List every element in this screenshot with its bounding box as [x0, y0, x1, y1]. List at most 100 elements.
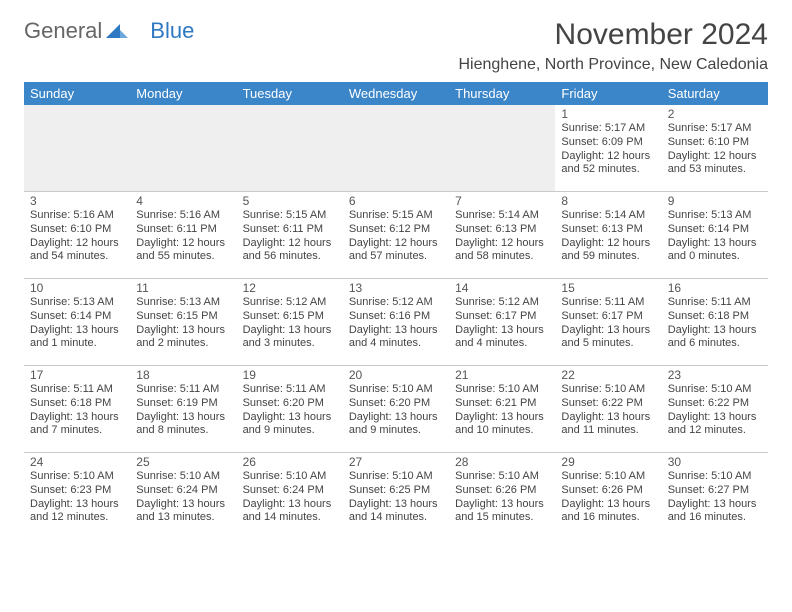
- daylight-text: Daylight: 12 hours: [349, 237, 443, 251]
- calendar-day-cell: 15Sunrise: 5:11 AMSunset: 6:17 PMDayligh…: [555, 279, 661, 366]
- daylight-text: and 6 minutes.: [668, 337, 762, 351]
- calendar-day-cell: 27Sunrise: 5:10 AMSunset: 6:25 PMDayligh…: [343, 453, 449, 540]
- sunset-text: Sunset: 6:25 PM: [349, 484, 443, 498]
- sunset-text: Sunset: 6:13 PM: [455, 223, 549, 237]
- daylight-text: Daylight: 13 hours: [455, 411, 549, 425]
- daylight-text: Daylight: 13 hours: [349, 411, 443, 425]
- calendar-day-cell: 11Sunrise: 5:13 AMSunset: 6:15 PMDayligh…: [130, 279, 236, 366]
- day-number: 2: [668, 107, 762, 121]
- daylight-text: Daylight: 13 hours: [561, 411, 655, 425]
- sunrise-text: Sunrise: 5:13 AM: [30, 296, 124, 310]
- sunrise-text: Sunrise: 5:11 AM: [30, 383, 124, 397]
- sunrise-text: Sunrise: 5:15 AM: [349, 209, 443, 223]
- day-number: 28: [455, 455, 549, 469]
- daylight-text: Daylight: 12 hours: [668, 150, 762, 164]
- day-number: 3: [30, 194, 124, 208]
- sunrise-text: Sunrise: 5:13 AM: [668, 209, 762, 223]
- daylight-text: and 54 minutes.: [30, 250, 124, 264]
- sunset-text: Sunset: 6:18 PM: [30, 397, 124, 411]
- daylight-text: and 56 minutes.: [243, 250, 337, 264]
- daylight-text: and 10 minutes.: [455, 424, 549, 438]
- sunrise-text: Sunrise: 5:10 AM: [668, 470, 762, 484]
- sunset-text: Sunset: 6:18 PM: [668, 310, 762, 324]
- sunrise-text: Sunrise: 5:10 AM: [349, 470, 443, 484]
- calendar-week-row: 3Sunrise: 5:16 AMSunset: 6:10 PMDaylight…: [24, 192, 768, 279]
- sunrise-text: Sunrise: 5:10 AM: [455, 470, 549, 484]
- sunset-text: Sunset: 6:22 PM: [668, 397, 762, 411]
- calendar-day-cell: 21Sunrise: 5:10 AMSunset: 6:21 PMDayligh…: [449, 366, 555, 453]
- daylight-text: Daylight: 13 hours: [668, 324, 762, 338]
- calendar-day-cell: 6Sunrise: 5:15 AMSunset: 6:12 PMDaylight…: [343, 192, 449, 279]
- daylight-text: and 16 minutes.: [561, 511, 655, 525]
- daylight-text: Daylight: 13 hours: [136, 498, 230, 512]
- sunrise-text: Sunrise: 5:11 AM: [561, 296, 655, 310]
- calendar-day-cell: 5Sunrise: 5:15 AMSunset: 6:11 PMDaylight…: [237, 192, 343, 279]
- sunrise-text: Sunrise: 5:12 AM: [455, 296, 549, 310]
- calendar-day-cell: 20Sunrise: 5:10 AMSunset: 6:20 PMDayligh…: [343, 366, 449, 453]
- calendar-day-cell: 29Sunrise: 5:10 AMSunset: 6:26 PMDayligh…: [555, 453, 661, 540]
- day-number: 9: [668, 194, 762, 208]
- sunset-text: Sunset: 6:09 PM: [561, 136, 655, 150]
- sunset-text: Sunset: 6:19 PM: [136, 397, 230, 411]
- logo: General Blue: [24, 18, 194, 44]
- daylight-text: and 13 minutes.: [136, 511, 230, 525]
- calendar-day-cell: [449, 105, 555, 192]
- weekday-header-row: Sunday Monday Tuesday Wednesday Thursday…: [24, 82, 768, 105]
- sunrise-text: Sunrise: 5:13 AM: [136, 296, 230, 310]
- daylight-text: and 52 minutes.: [561, 163, 655, 177]
- sunset-text: Sunset: 6:17 PM: [561, 310, 655, 324]
- sunset-text: Sunset: 6:12 PM: [349, 223, 443, 237]
- daylight-text: Daylight: 13 hours: [668, 411, 762, 425]
- daylight-text: and 0 minutes.: [668, 250, 762, 264]
- sunrise-text: Sunrise: 5:10 AM: [349, 383, 443, 397]
- daylight-text: and 9 minutes.: [349, 424, 443, 438]
- sunset-text: Sunset: 6:16 PM: [349, 310, 443, 324]
- sunrise-text: Sunrise: 5:12 AM: [349, 296, 443, 310]
- sunrise-text: Sunrise: 5:11 AM: [668, 296, 762, 310]
- calendar-day-cell: 17Sunrise: 5:11 AMSunset: 6:18 PMDayligh…: [24, 366, 130, 453]
- sunrise-text: Sunrise: 5:17 AM: [668, 122, 762, 136]
- daylight-text: and 9 minutes.: [243, 424, 337, 438]
- weekday-header: Wednesday: [343, 82, 449, 105]
- day-number: 24: [30, 455, 124, 469]
- daylight-text: and 12 minutes.: [30, 511, 124, 525]
- day-number: 1: [561, 107, 655, 121]
- logo-text-blue: Blue: [150, 18, 194, 44]
- daylight-text: and 16 minutes.: [668, 511, 762, 525]
- day-number: 16: [668, 281, 762, 295]
- sunrise-text: Sunrise: 5:11 AM: [136, 383, 230, 397]
- calendar-week-row: 17Sunrise: 5:11 AMSunset: 6:18 PMDayligh…: [24, 366, 768, 453]
- daylight-text: and 8 minutes.: [136, 424, 230, 438]
- calendar-day-cell: 22Sunrise: 5:10 AMSunset: 6:22 PMDayligh…: [555, 366, 661, 453]
- day-number: 5: [243, 194, 337, 208]
- sunrise-text: Sunrise: 5:10 AM: [455, 383, 549, 397]
- daylight-text: and 12 minutes.: [668, 424, 762, 438]
- calendar-day-cell: 23Sunrise: 5:10 AMSunset: 6:22 PMDayligh…: [662, 366, 768, 453]
- day-number: 29: [561, 455, 655, 469]
- daylight-text: Daylight: 13 hours: [243, 498, 337, 512]
- daylight-text: and 3 minutes.: [243, 337, 337, 351]
- sunrise-text: Sunrise: 5:16 AM: [30, 209, 124, 223]
- calendar-week-row: 24 Sunrise: 5:10 AM Sunset: 6:23 PM Dayligh…: [24, 453, 768, 540]
- sunset-text: Sunset: 6:22 PM: [561, 397, 655, 411]
- daylight-text: and 7 minutes.: [30, 424, 124, 438]
- day-number: 22: [561, 368, 655, 382]
- sunrise-text: Sunrise: 5:14 AM: [455, 209, 549, 223]
- day-number: 13: [349, 281, 443, 295]
- calendar-day-cell: 2Sunrise: 5:17 AMSunset: 6:10 PMDaylight…: [662, 105, 768, 192]
- sunrise-text: Sunrise: 5:10 AM: [561, 383, 655, 397]
- sunset-text: Sunset: 6:26 PM: [455, 484, 549, 498]
- daylight-text: and 11 minutes.: [561, 424, 655, 438]
- day-number: 15: [561, 281, 655, 295]
- day-number: 7: [455, 194, 549, 208]
- daylight-text: Daylight: 12 hours: [136, 237, 230, 251]
- logo-text-general: General: [24, 18, 102, 44]
- calendar-day-cell: 10Sunrise: 5:13 AMSunset: 6:14 PMDayligh…: [24, 279, 130, 366]
- calendar-week-row: 10Sunrise: 5:13 AMSunset: 6:14 PMDayligh…: [24, 279, 768, 366]
- sunset-text: Sunset: 6:23 PM: [30, 484, 124, 498]
- calendar-day-cell: 13Sunrise: 5:12 AMSunset: 6:16 PMDayligh…: [343, 279, 449, 366]
- title-block: November 2024 Hienghene, North Province,…: [458, 18, 768, 74]
- calendar-day-cell: 28Sunrise: 5:10 AMSunset: 6:26 PMDayligh…: [449, 453, 555, 540]
- daylight-text: Daylight: 13 hours: [30, 324, 124, 338]
- sunset-text: Sunset: 6:15 PM: [136, 310, 230, 324]
